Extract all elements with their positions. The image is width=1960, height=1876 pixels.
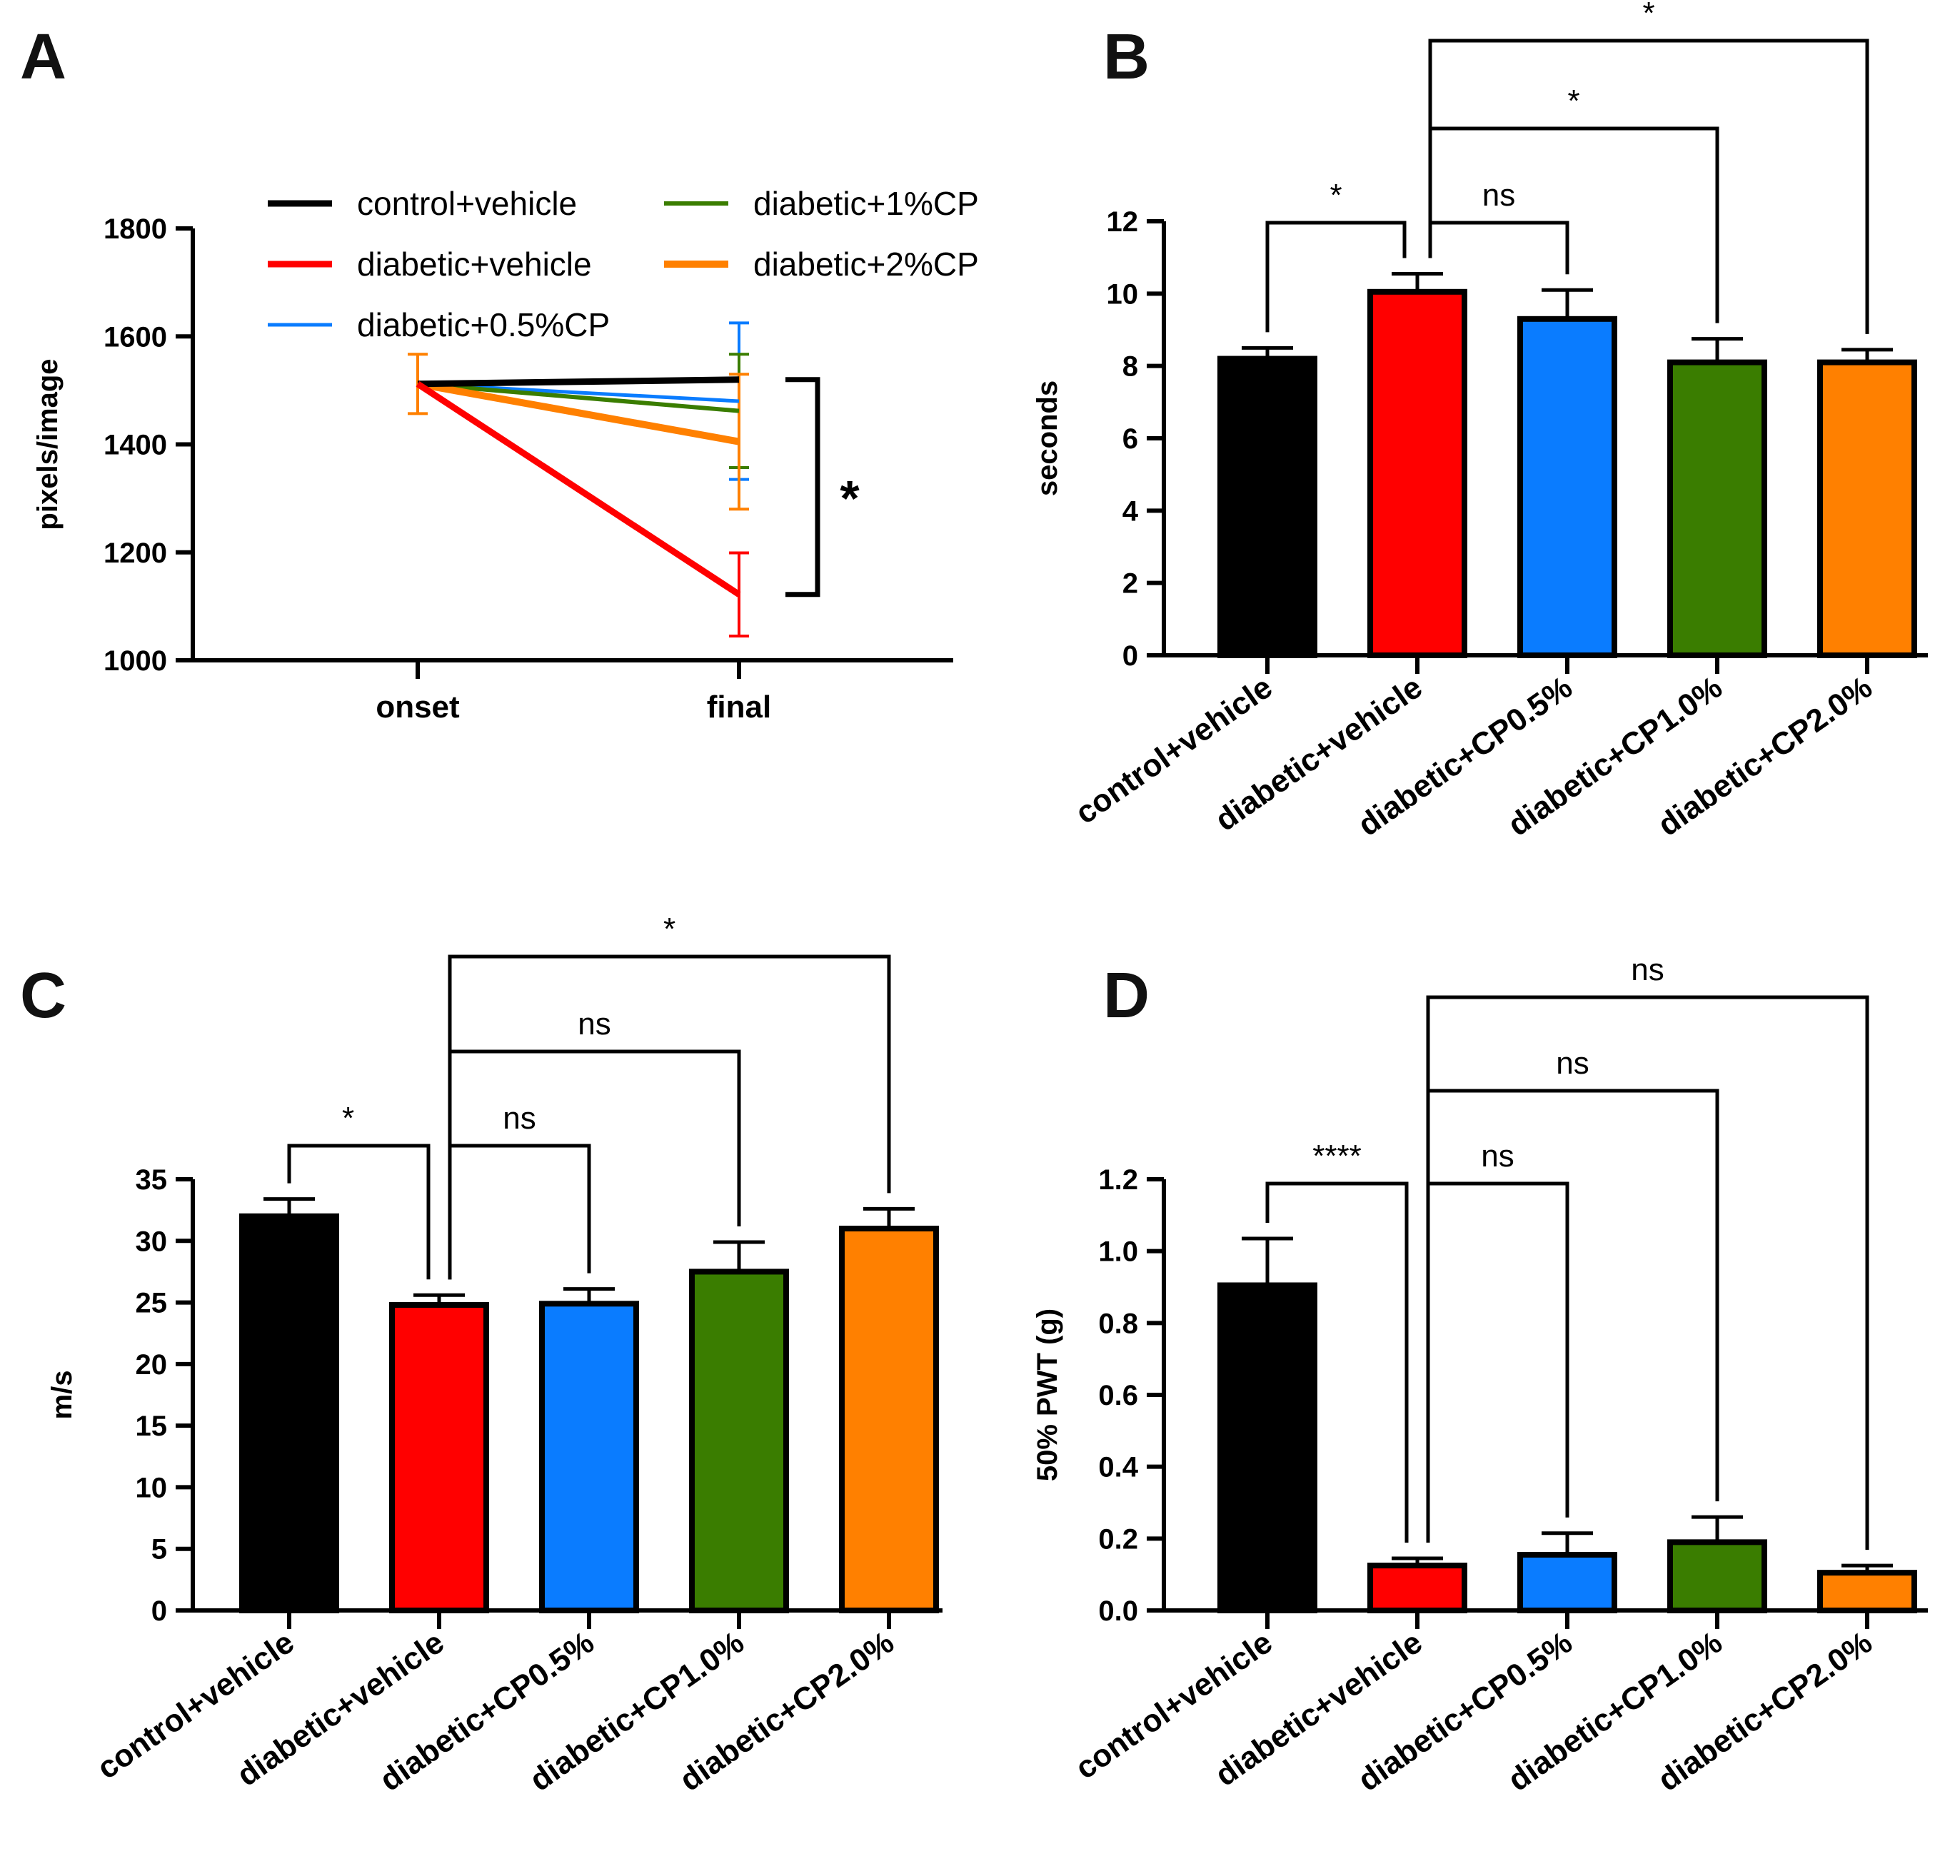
significance-bracket [1265,221,1407,333]
series-line-2 [416,381,741,597]
y-tick-label: 12 [1107,206,1139,238]
y-tick-label: 6 [1122,423,1138,455]
y-tick-label: 8 [1122,351,1138,383]
bar-4 [1667,359,1767,658]
bar-1 [1217,1282,1317,1613]
y-tick-label: 5 [151,1534,167,1565]
legend-entry: diabetic+vehicle [357,246,592,283]
y-tick-label: 0 [1122,640,1138,672]
significance-label: * [840,470,860,526]
significance-bracket [1265,1181,1409,1543]
y-tick-label: 4 [1122,495,1139,527]
y-tick-label: 20 [136,1349,168,1381]
significance-label: ns [1556,1046,1589,1081]
significance-label: ns [578,1007,610,1042]
significance-label: **** [1312,1139,1362,1174]
bar-5 [1817,359,1917,658]
y-tick-label: 1800 [104,213,167,245]
legend-entry: control+vehicle [357,185,577,222]
series-line-1 [417,376,740,388]
bar-2 [1367,1563,1467,1613]
y-tick-label: 1.2 [1098,1164,1138,1196]
y-axis-title: seconds [1032,380,1063,496]
significance-label: * [1642,0,1654,31]
bar-5 [839,1226,939,1613]
significance-bracket [1426,1089,1719,1543]
significance-bracket [1428,39,1869,334]
y-tick-label: 0.0 [1098,1595,1138,1627]
bar-2 [1367,288,1467,658]
significance-bracket [287,1144,431,1280]
bar-2 [389,1302,489,1613]
bar-5 [1817,1570,1917,1613]
y-tick-label: 30 [136,1226,168,1257]
significance-bracket [448,1049,741,1280]
y-tick-label: 0.4 [1098,1452,1138,1483]
significance-label: ns [1481,1139,1514,1174]
significance-bracket [1426,995,1869,1550]
bar-3 [539,1301,639,1613]
significance-bracket [448,954,891,1280]
significance-label: * [1330,178,1342,213]
y-axis-title: m/s [46,1371,78,1420]
y-axis-title: 50% PWT (g) [1032,1308,1063,1481]
significance-label: ns [503,1101,536,1136]
legend-entry: diabetic+2%CP [753,246,979,283]
panel-label-c: C [20,960,66,1032]
y-tick-label: 0.8 [1098,1308,1138,1339]
significance-label: ns [1482,178,1515,213]
y-tick-label: 1000 [104,645,167,677]
legend-entry: diabetic+0.5%CP [357,306,610,343]
bar-4 [689,1269,789,1614]
significance-bracket [448,1144,591,1280]
y-tick-label: 0.6 [1098,1380,1138,1411]
bar-1 [239,1213,339,1614]
panel-label-b: B [1103,21,1150,93]
panel-label-a: A [20,21,66,93]
significance-bracket [1428,126,1719,323]
y-tick-label: 35 [136,1164,168,1196]
significance-bracket [785,377,820,597]
y-tick-label: 1.0 [1098,1236,1138,1268]
panel-label-d: D [1103,960,1150,1032]
significance-label: ns [1631,952,1664,987]
x-tick-label: onset [376,690,460,725]
significance-label: * [342,1101,354,1136]
series-line-5 [417,380,740,445]
y-tick-label: 1400 [104,430,167,461]
y-tick-label: 1600 [104,321,167,353]
significance-label: * [1567,84,1579,118]
series-line-4 [417,381,740,413]
significance-label: * [663,912,675,947]
y-tick-label: 0 [151,1595,167,1627]
bar-1 [1217,355,1317,658]
y-tick-label: 2 [1122,568,1138,600]
bar-3 [1517,316,1617,658]
significance-bracket [1426,1181,1569,1543]
y-tick-label: 0.2 [1098,1523,1138,1555]
y-tick-label: 10 [136,1472,168,1503]
x-tick-label: final [707,690,771,725]
y-axis-title: pixels/image [32,358,64,530]
significance-bracket [1428,221,1569,275]
bar-3 [1517,1551,1617,1614]
y-tick-label: 1200 [104,538,167,569]
y-tick-label: 10 [1107,278,1139,310]
bar-4 [1667,1539,1767,1614]
y-tick-label: 15 [136,1411,168,1442]
legend-entry: diabetic+1%CP [753,185,979,222]
y-tick-label: 25 [136,1288,168,1319]
